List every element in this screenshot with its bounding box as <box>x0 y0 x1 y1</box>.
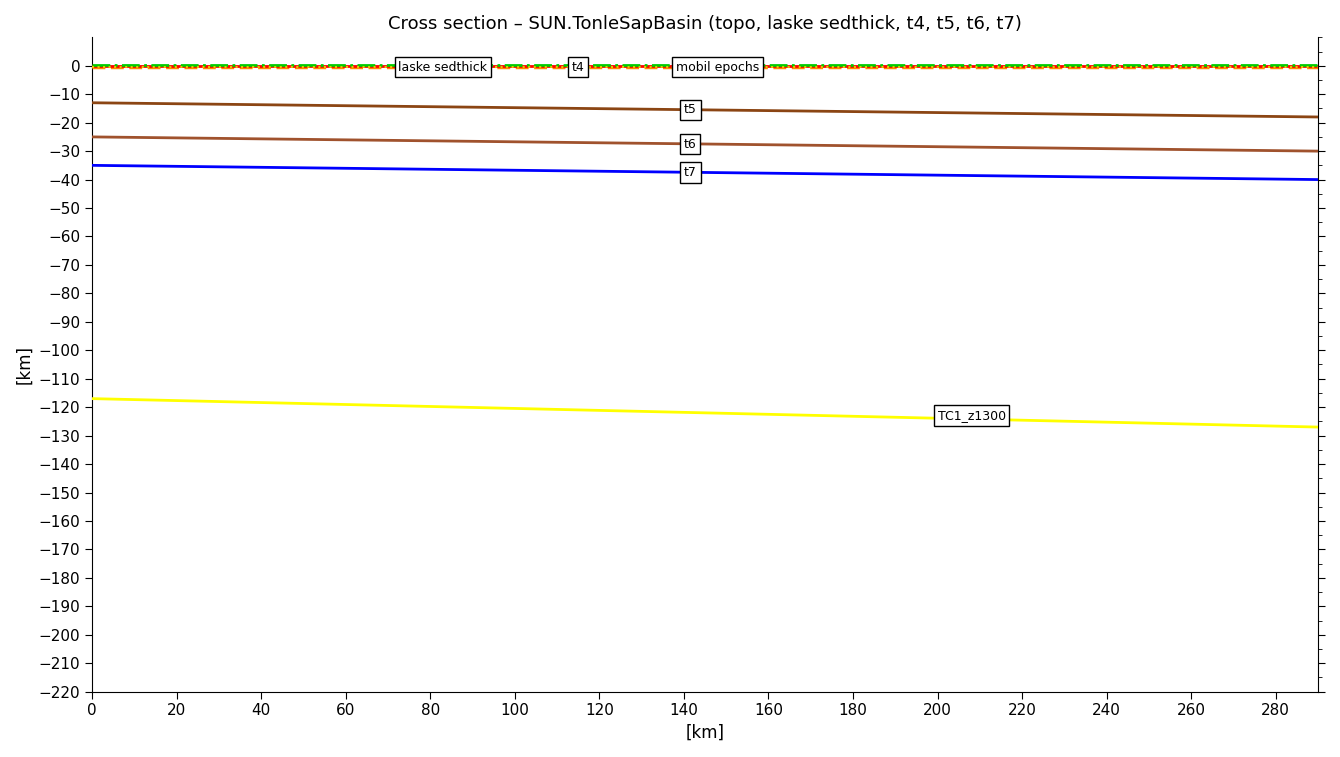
Text: mobil epochs: mobil epochs <box>677 61 760 73</box>
Title: Cross section – SUN.TonleSapBasin (topo, laske sedthick, t4, t5, t6, t7): Cross section – SUN.TonleSapBasin (topo,… <box>389 15 1022 33</box>
Text: t6: t6 <box>683 138 697 151</box>
Text: t4: t4 <box>572 61 584 73</box>
Text: t7: t7 <box>683 166 697 179</box>
Text: t5: t5 <box>683 104 697 117</box>
X-axis label: [km]: [km] <box>686 724 725 742</box>
Y-axis label: [km]: [km] <box>15 345 34 384</box>
Text: TC1_z1300: TC1_z1300 <box>938 410 1006 422</box>
Text: laske sedthick: laske sedthick <box>398 61 488 73</box>
